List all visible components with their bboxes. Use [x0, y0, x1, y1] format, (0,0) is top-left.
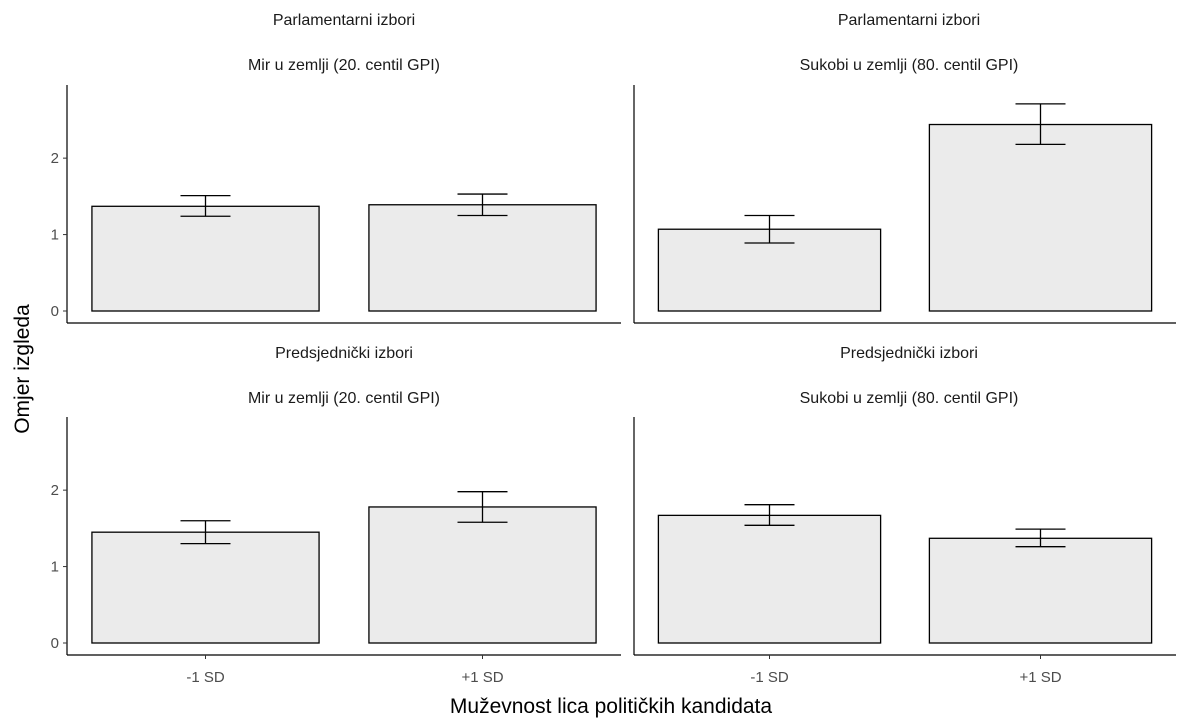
- panel-title-line2: Mir u zemlji (20. centil GPI): [248, 57, 440, 74]
- panel-3: Predsjednički izbori Mir u zemlji (20. ce…: [51, 345, 621, 686]
- y-tick-label: 2: [51, 150, 59, 167]
- panels: Parlamentarni izbori Mir u zemlji (20. ce…: [51, 12, 1176, 686]
- bar: [928, 537, 1153, 644]
- panel-title-line2: Sukobi u zemlji (80. centil GPI): [800, 390, 1019, 407]
- y-tick-label: 1: [51, 559, 59, 576]
- panel-title-line2: Sukobi u zemlji (80. centil GPI): [800, 57, 1019, 74]
- panel-title-line2: Mir u zemlji (20. centil GPI): [248, 390, 440, 407]
- bar: [91, 205, 320, 312]
- y-tick-label: 0: [51, 303, 59, 320]
- x-tick-label: -1 SD: [750, 669, 789, 686]
- bar: [91, 531, 320, 644]
- y-tick-label: 0: [51, 635, 59, 652]
- panel-title-line1: Parlamentarni izbori: [838, 12, 980, 29]
- y-tick-label: 1: [51, 227, 59, 244]
- panel-title-line1: Predsjednički izbori: [275, 345, 413, 362]
- bar: [928, 123, 1153, 312]
- bar: [368, 204, 597, 312]
- x-tick-label: +1 SD: [1019, 669, 1061, 686]
- bar: [657, 514, 882, 644]
- panel-title-line1: Predsjednički izbori: [840, 345, 978, 362]
- panel-1: Parlamentarni izbori Mir u zemlji (20. ce…: [51, 12, 621, 324]
- panel-title-line1: Parlamentarni izbori: [273, 12, 415, 29]
- x-tick-label: +1 SD: [461, 669, 503, 686]
- panel-2: Parlamentarni izbori Sukobi u zemlji (80.…: [633, 12, 1176, 324]
- x-axis-title: Muževnost lica političkih kandidata: [450, 695, 772, 718]
- panel-4: Predsjednički izbori Sukobi u zemlji (80.…: [633, 345, 1176, 686]
- x-tick-label: -1 SD: [186, 669, 225, 686]
- y-axis-title: Omjer izgleda: [11, 304, 34, 434]
- y-tick-label: 2: [51, 482, 59, 499]
- bar: [368, 506, 597, 644]
